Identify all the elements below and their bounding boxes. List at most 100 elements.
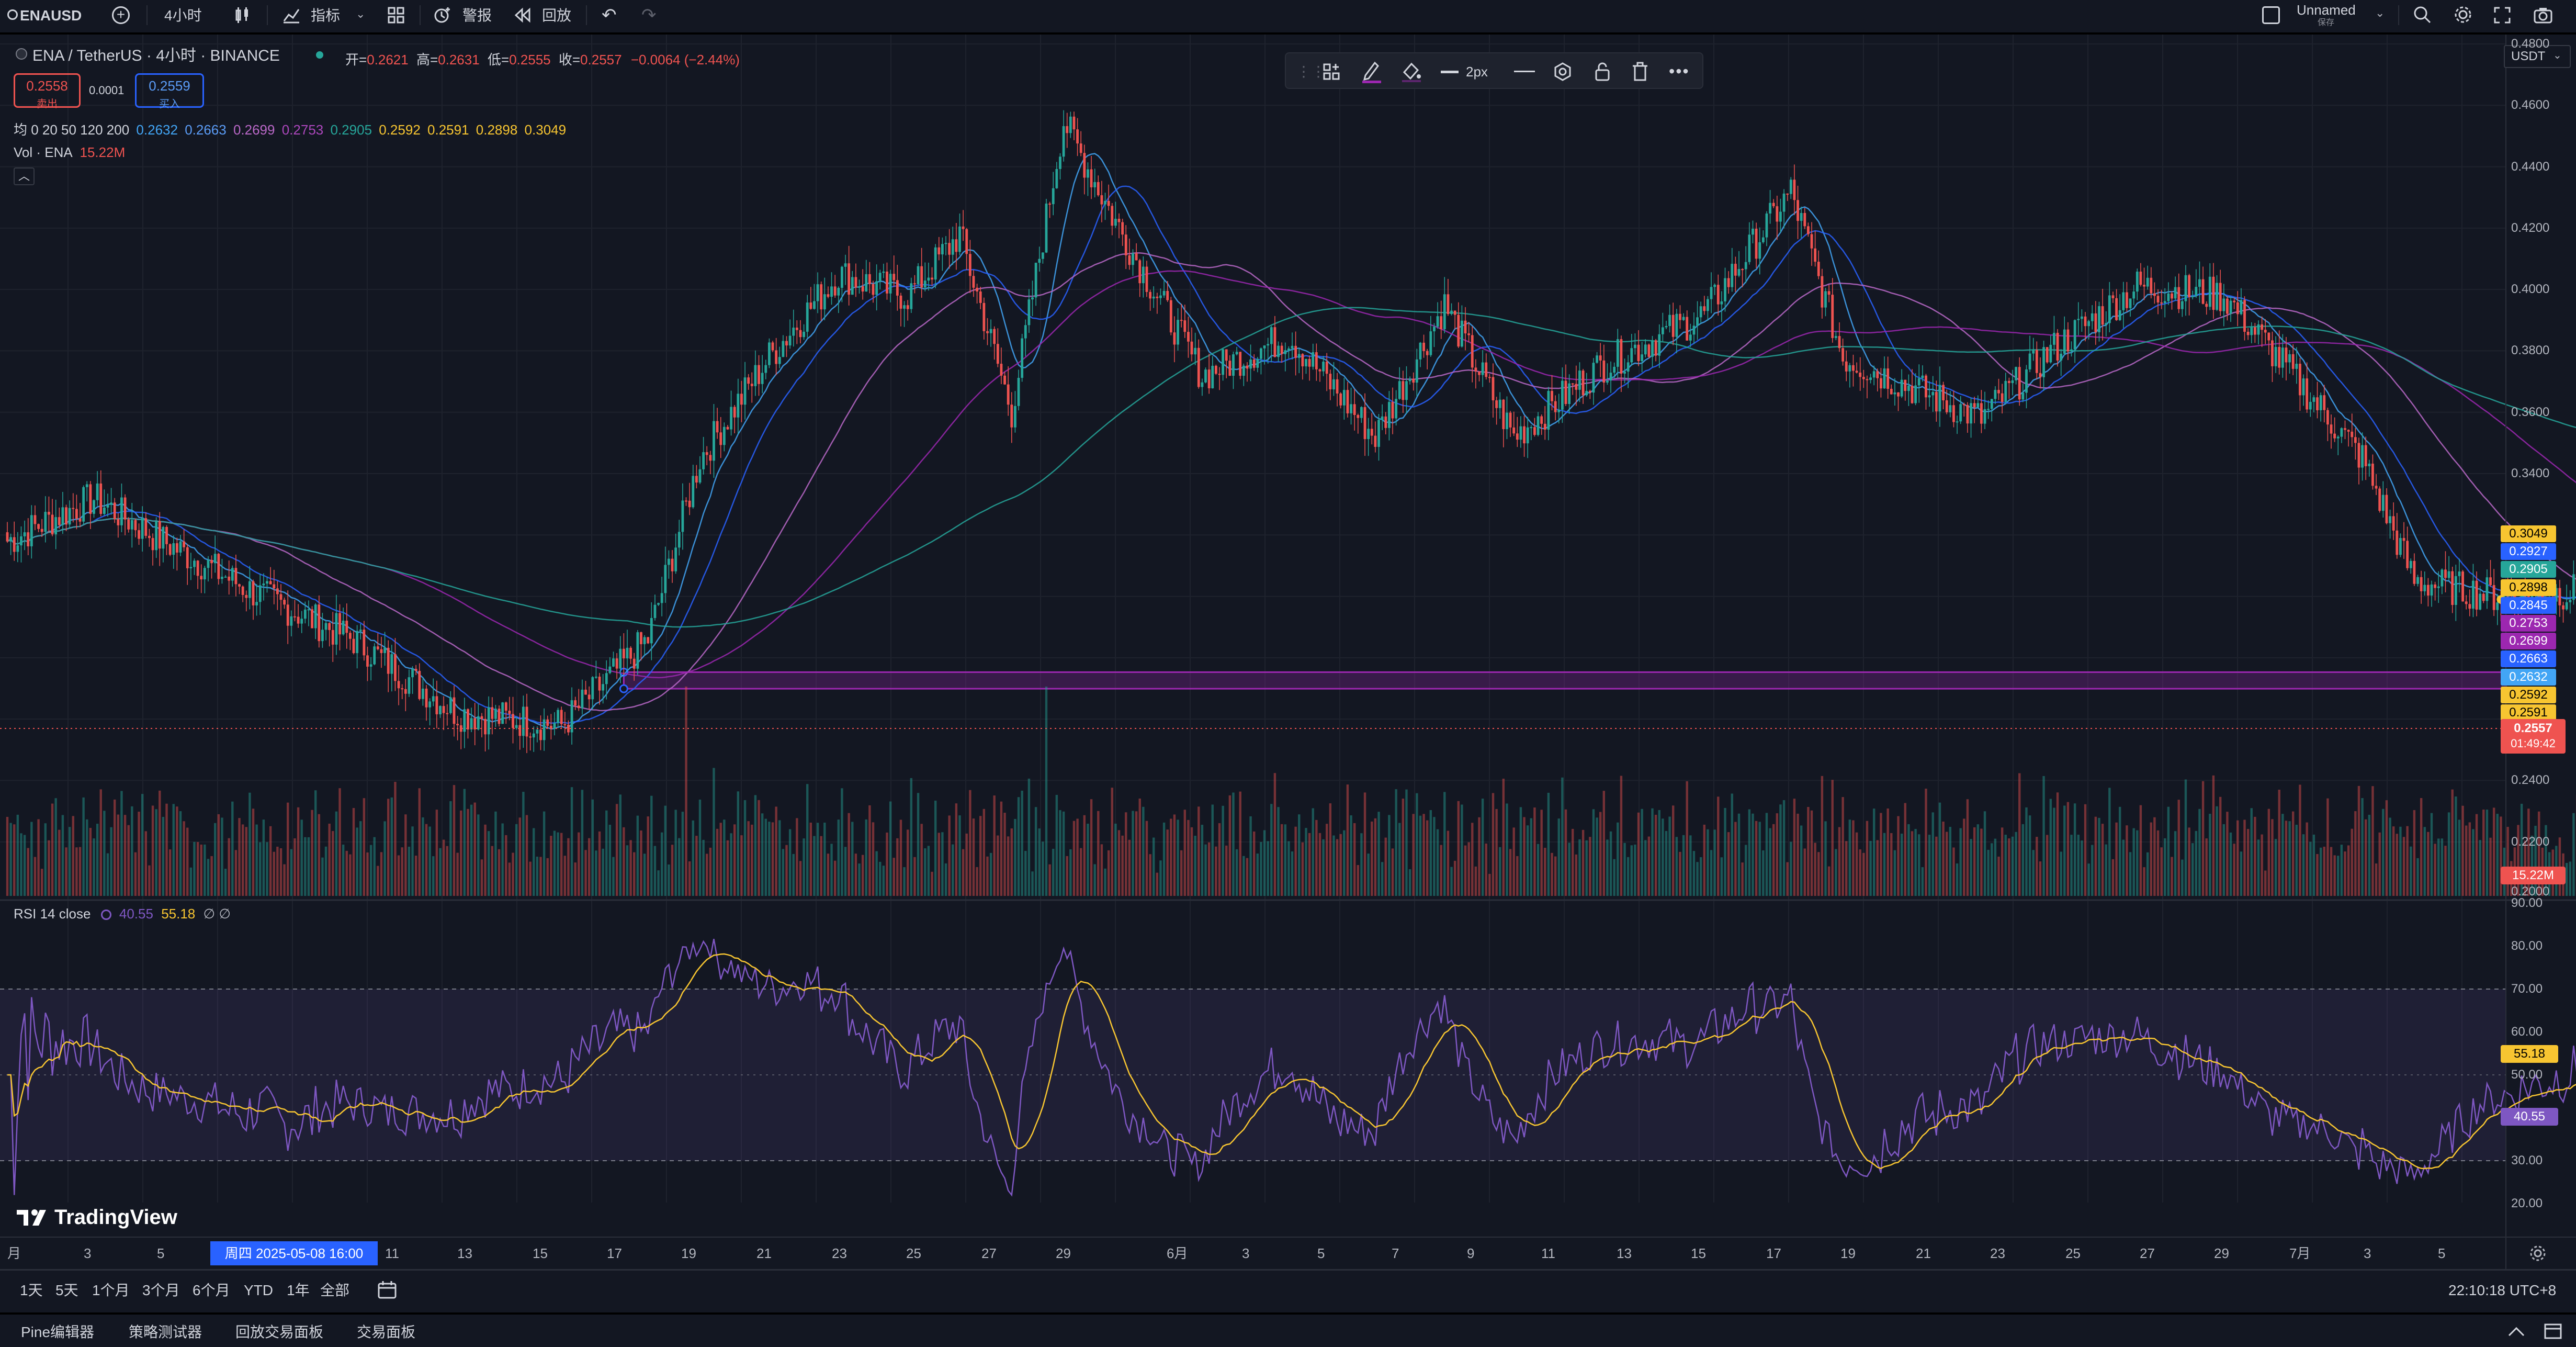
tab-replay-trading-panel[interactable]: 回放交易面板: [235, 1324, 324, 1340]
candle-body: [581, 689, 584, 709]
candle-body: [2132, 291, 2136, 299]
range-button[interactable]: YTD: [244, 1282, 273, 1298]
range-button[interactable]: 1年: [287, 1282, 310, 1298]
candle-body: [1952, 405, 1955, 422]
volume-bar: [401, 847, 403, 896]
layouts-grid-icon[interactable]: [387, 6, 405, 24]
replay-button[interactable]: 回放: [542, 7, 572, 24]
layout-name[interactable]: Unnamed: [2297, 2, 2356, 18]
fill-color-icon[interactable]: [1401, 61, 1422, 83]
line-width-value[interactable]: 2px: [1466, 64, 1488, 80]
chevron-down-icon[interactable]: ⌄: [356, 7, 366, 20]
delete-trash-icon[interactable]: [1631, 62, 1649, 82]
quick-search-icon[interactable]: [2413, 5, 2432, 24]
more-options-icon[interactable]: •••: [1669, 62, 1690, 81]
goto-date-calendar-icon[interactable]: [377, 1280, 398, 1300]
volume-bar: [1675, 837, 1678, 896]
interval-button[interactable]: 4小时: [164, 7, 202, 24]
volume-bar: [907, 829, 909, 896]
range-button[interactable]: 1个月: [92, 1282, 130, 1298]
volume-bar: [1772, 824, 1775, 896]
currency-selector[interactable]: USDT ⌄: [2504, 45, 2571, 68]
candle-body: [245, 594, 248, 598]
legend-title[interactable]: ENA / TetherUS · 4小时 · BINANCE: [32, 47, 280, 64]
collapse-legend-button[interactable]: ︿: [14, 167, 35, 185]
redo-icon[interactable]: ↷: [641, 5, 657, 25]
tab-pine-editor[interactable]: Pine编辑器: [21, 1324, 95, 1340]
volume-bar: [193, 841, 196, 896]
maximize-panel-icon[interactable]: [2544, 1323, 2562, 1340]
volume-legend[interactable]: Vol · ENA 15.22M: [14, 144, 125, 161]
candle-body: [40, 529, 43, 532]
candle-body: [2306, 378, 2309, 410]
candle-body: [58, 517, 61, 525]
tab-trading-panel[interactable]: 交易面板: [357, 1324, 416, 1340]
tab-strategy-tester[interactable]: 策略测试器: [129, 1324, 202, 1340]
candle-body: [411, 669, 414, 678]
volume-bar: [1859, 849, 1861, 896]
volume-bar: [1720, 857, 1723, 896]
replay-icon[interactable]: [514, 7, 532, 23]
candle-body: [1692, 325, 1696, 335]
time-tick: 7: [1392, 1245, 1399, 1261]
price-chart[interactable]: [0, 35, 2576, 1269]
camera-icon[interactable]: [2533, 6, 2553, 24]
volume-bar: [1301, 842, 1304, 896]
settings-gear-icon[interactable]: [2454, 5, 2472, 24]
line-color-pencil-icon[interactable]: [1361, 60, 1382, 84]
search-icon[interactable]: [7, 9, 18, 20]
line-width-icon[interactable]: [1441, 71, 1459, 73]
candle-body: [151, 538, 154, 551]
range-button[interactable]: 全部: [320, 1282, 350, 1298]
alert-icon[interactable]: [433, 6, 452, 24]
candle-body: [2319, 395, 2322, 411]
layout-checkbox[interactable]: [2262, 6, 2280, 24]
rsi-visibility-icon[interactable]: [100, 910, 111, 921]
undo-icon[interactable]: ↶: [602, 5, 617, 25]
candle-type-icon[interactable]: [234, 6, 250, 24]
buy-button[interactable]: 0.2559 买入: [135, 73, 204, 110]
range-button[interactable]: 3个月: [142, 1282, 180, 1298]
fullscreen-icon[interactable]: [2493, 6, 2511, 24]
volume-bar: [228, 838, 230, 896]
candle-body: [1003, 375, 1006, 385]
clock-timezone[interactable]: 22:10:18 UTC+8: [2448, 1282, 2557, 1298]
add-symbol-icon[interactable]: +: [112, 6, 130, 24]
layout-menu-chevron-icon[interactable]: ⌄: [2375, 6, 2385, 19]
range-button[interactable]: 6个月: [193, 1282, 230, 1298]
expand-panel-chevron-icon[interactable]: [2506, 1324, 2527, 1339]
lock-icon[interactable]: [1594, 62, 1611, 82]
range-button[interactable]: 5天: [55, 1282, 78, 1298]
volume-bar: [1634, 844, 1636, 896]
volume-bar: [1471, 823, 1474, 896]
rsi-legend[interactable]: RSI 14 close 40.55 55.18 ∅ ∅: [14, 906, 231, 922]
volume-bar: [1363, 792, 1366, 896]
candle-body: [2139, 272, 2142, 285]
ma-legend[interactable]: 均 0 20 50 120 200 0.2632 0.2663 0.2699 0…: [14, 119, 566, 139]
candle-body: [1737, 269, 1741, 276]
sell-button[interactable]: 0.2558 卖出: [14, 73, 81, 110]
candle-body: [813, 301, 816, 309]
indicators-icon[interactable]: [283, 6, 300, 24]
candle-body: [1478, 371, 1481, 375]
candle-body: [1398, 381, 1401, 399]
indicators-button[interactable]: 指标: [311, 7, 341, 24]
candle-body: [1575, 384, 1578, 390]
line-style-icon[interactable]: [1514, 71, 1535, 72]
candle-body: [1987, 409, 1990, 410]
symbol-button[interactable]: ENAUSD: [20, 7, 82, 24]
volume-bar: [543, 811, 546, 896]
drag-handle-icon[interactable]: ⋮⋮: [1296, 63, 1326, 80]
range-button[interactable]: 1天: [20, 1282, 43, 1298]
alert-button[interactable]: 警报: [462, 7, 492, 24]
volume-bar: [2153, 817, 2156, 896]
settings-icon[interactable]: [1553, 62, 1573, 82]
volume-bar: [1080, 848, 1082, 896]
template-icon[interactable]: [1323, 63, 1341, 81]
volume-bar: [674, 810, 677, 896]
volume-bar: [1606, 839, 1609, 896]
candle-body: [72, 508, 75, 509]
volume-bar: [397, 855, 400, 896]
volume-bar: [1072, 821, 1076, 896]
axis-settings-icon[interactable]: [2529, 1244, 2547, 1262]
